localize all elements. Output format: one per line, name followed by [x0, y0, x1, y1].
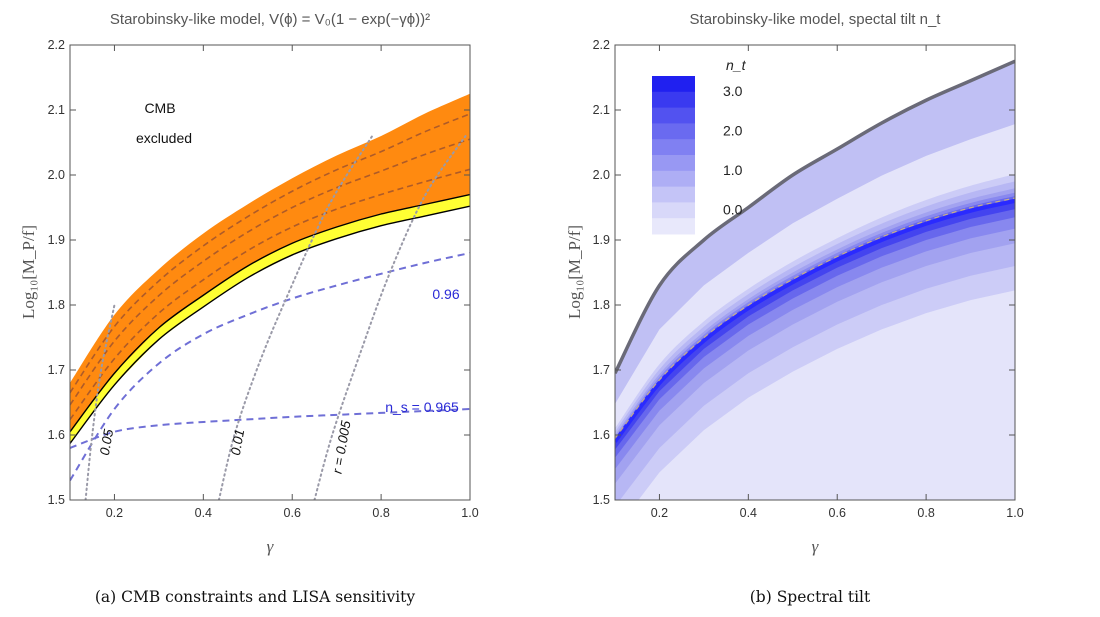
y-tick-label: 2.2 [593, 38, 610, 52]
legend-swatch [652, 202, 695, 219]
legend-label: 0.0 [723, 202, 743, 218]
ns-line [70, 252, 470, 482]
x-tick-label: 0.2 [106, 506, 123, 520]
upper-boundary-line [615, 59, 1015, 375]
y-tick-label: 1.7 [48, 363, 65, 377]
legend-swatch [652, 123, 695, 140]
legend-swatch [652, 186, 695, 203]
y-tick-label: 1.8 [48, 298, 65, 312]
ns-0965-label: n_s = 0.965 [385, 399, 459, 415]
y-tick-label: 1.7 [593, 363, 610, 377]
r-005-label: 0.05 [97, 427, 116, 456]
x-tick-label: 1.0 [1006, 506, 1023, 520]
left-y-axis-label: Log₁₀[M_P/f] [19, 225, 38, 319]
y-tick-label: 2.1 [593, 103, 610, 117]
ridge-dashed-overlay [615, 197, 1015, 439]
right-plot-frame [614, 44, 1016, 501]
ns-line [70, 408, 470, 449]
r-line [217, 135, 374, 500]
x-tick-label: 0.8 [372, 506, 389, 520]
x-tick-label: 0.8 [917, 506, 934, 520]
x-tick-label: 0.4 [740, 506, 757, 520]
y-tick-label: 2.2 [48, 38, 65, 52]
r-line [313, 135, 467, 500]
legend-label: 3.0 [723, 83, 743, 99]
y-tick-label: 1.8 [593, 298, 610, 312]
y-tick-label: 1.5 [593, 493, 610, 507]
y-tick-label: 1.6 [48, 428, 65, 442]
y-tick-label: 1.9 [593, 233, 610, 247]
band-contour-line [70, 113, 470, 394]
right-caption: (b) Spectral tilt [750, 588, 871, 606]
r-001-label: 0.01 [228, 428, 247, 456]
right-axis-ticks: 0.2 0.4 0.6 0.8 1.0 1.5 1.6 1.7 1.8 1.9 2.0 2.1 2.2 [593, 38, 1024, 520]
legend-swatch [652, 139, 695, 156]
nt-contour-band [615, 196, 1015, 458]
band-contour-line [70, 168, 470, 421]
cmb-label: CMB [144, 100, 175, 116]
left-plot-area [70, 93, 470, 500]
orange-band [70, 93, 470, 432]
x-tick-label: 0.6 [829, 506, 846, 520]
y-tick-label: 1.9 [48, 233, 65, 247]
legend-swatch [652, 155, 695, 172]
nt-contour-band [615, 188, 1015, 484]
left-caption: (a) CMB constraints and LISA sensitivity [95, 588, 416, 606]
yellow-lower-edge [70, 205, 470, 444]
band-contour-line [70, 138, 470, 406]
legend-swatch [652, 107, 695, 124]
y-tick-label: 2.0 [48, 168, 65, 182]
left-plot-frame [69, 44, 471, 501]
nt-ridge [615, 199, 1015, 443]
legend-title: n_t [726, 57, 747, 73]
y-tick-label: 1.6 [593, 428, 610, 442]
x-tick-label: 1.0 [461, 506, 478, 520]
r-0005-label: r = 0.005 [330, 419, 354, 475]
legend-swatch [652, 218, 695, 235]
band-lower-edge [70, 193, 470, 433]
right-y-axis-label: Log₁₀[M_P/f] [565, 225, 584, 319]
left-x-axis-label: γ [267, 537, 275, 556]
legend-swatch [652, 76, 695, 93]
legend-swatch [652, 91, 695, 109]
left-axis-ticks: 0.2 0.4 0.6 0.8 1.0 1.5 1.6 1.7 1.8 1.9 2.0 2.1 2.2 [48, 38, 479, 520]
right-x-axis-label: γ [812, 537, 820, 556]
legend-label: 1.0 [723, 162, 743, 178]
y-tick-label: 1.5 [48, 493, 65, 507]
right-chart-title: Starobinsky-like model, spectal tilt n_t [690, 11, 942, 28]
region-upper [615, 61, 1015, 404]
legend-label: 2.0 [723, 123, 743, 139]
x-tick-label: 0.2 [651, 506, 668, 520]
y-tick-label: 2.1 [48, 103, 65, 117]
nt-legend: 3.0 2.0 1.0 0.0 [652, 76, 743, 235]
y-tick-label: 2.0 [593, 168, 610, 182]
excluded-label: excluded [136, 130, 192, 146]
x-tick-label: 0.6 [284, 506, 301, 520]
x-tick-label: 0.4 [195, 506, 212, 520]
legend-swatch [652, 170, 695, 188]
left-chart-title: Starobinsky-like model, V(ϕ) = V₀(1 − ex… [110, 11, 430, 28]
ns-096-label: 0.96 [432, 286, 459, 302]
